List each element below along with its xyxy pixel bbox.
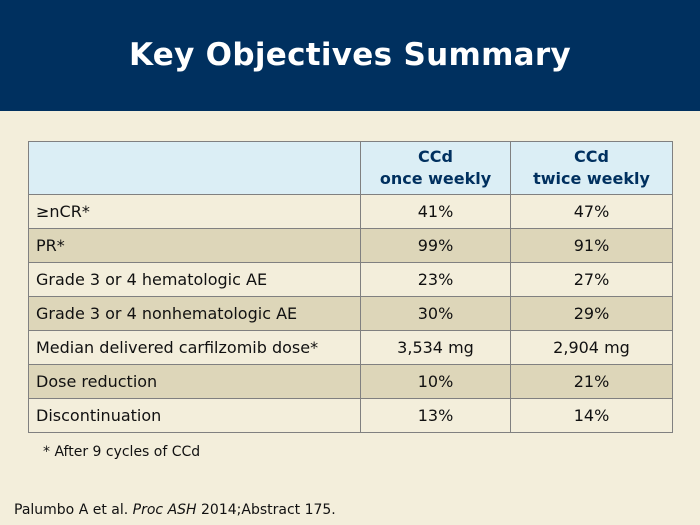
once-weekly-value: 13% — [360, 398, 511, 433]
column-header-line1: CCd — [574, 147, 609, 166]
citation: Palumbo A et al. Proc ASH 2014;Abstract … — [14, 502, 336, 518]
once-weekly-value: 41% — [360, 194, 511, 229]
row-label: Median delivered carfilzomib dose* — [28, 330, 361, 365]
twice-weekly-value: 29% — [510, 296, 673, 331]
twice-weekly-value: 47% — [510, 194, 673, 229]
row-label: PR* — [28, 228, 361, 263]
twice-weekly-value: 2,904 mg — [510, 330, 673, 365]
column-header-line1: CCd — [418, 147, 453, 166]
table-row: ≥nCR* 41% 47% — [28, 194, 673, 229]
twice-weekly-value: 14% — [510, 398, 673, 433]
once-weekly-value: 99% — [360, 228, 511, 263]
column-header-once-weekly: CCd once weekly — [360, 141, 511, 195]
table-row: Grade 3 or 4 hematologic AE 23% 27% — [28, 262, 673, 297]
citation-details: 2014;Abstract 175. — [201, 502, 336, 518]
table-row: Discontinuation 13% 14% — [28, 398, 673, 433]
header-empty-cell — [28, 141, 361, 195]
twice-weekly-value: 21% — [510, 364, 673, 399]
twice-weekly-value: 27% — [510, 262, 673, 297]
once-weekly-value: 10% — [360, 364, 511, 399]
table-header-row: CCd once weekly CCd twice weekly — [28, 141, 673, 195]
row-label: Discontinuation — [28, 398, 361, 433]
footnote: * After 9 cycles of CCd — [43, 444, 201, 460]
column-header-line2: once weekly — [379, 169, 492, 188]
twice-weekly-value: 91% — [510, 228, 673, 263]
slide-title: Key Objectives Summary — [128, 37, 571, 73]
table-row: Grade 3 or 4 nonhematologic AE 30% 29% — [28, 296, 673, 331]
table-row: Median delivered carfilzomib dose* 3,534… — [28, 330, 673, 365]
citation-journal: Proc ASH — [132, 502, 197, 518]
row-label: ≥nCR* — [28, 194, 361, 229]
column-header-line2: twice weekly — [533, 169, 650, 188]
citation-authors: Palumbo A et al. — [14, 502, 129, 518]
once-weekly-value: 30% — [360, 296, 511, 331]
summary-table: CCd once weekly CCd twice weekly ≥nCR* 4… — [28, 141, 673, 433]
table-row: Dose reduction 10% 21% — [28, 364, 673, 399]
row-label: Dose reduction — [28, 364, 361, 399]
row-label: Grade 3 or 4 nonhematologic AE — [28, 296, 361, 331]
table-row: PR* 99% 91% — [28, 228, 673, 263]
column-header-twice-weekly: CCd twice weekly — [510, 141, 673, 195]
once-weekly-value: 23% — [360, 262, 511, 297]
title-banner: Key Objectives Summary — [0, 0, 700, 111]
once-weekly-value: 3,534 mg — [360, 330, 511, 365]
row-label: Grade 3 or 4 hematologic AE — [28, 262, 361, 297]
